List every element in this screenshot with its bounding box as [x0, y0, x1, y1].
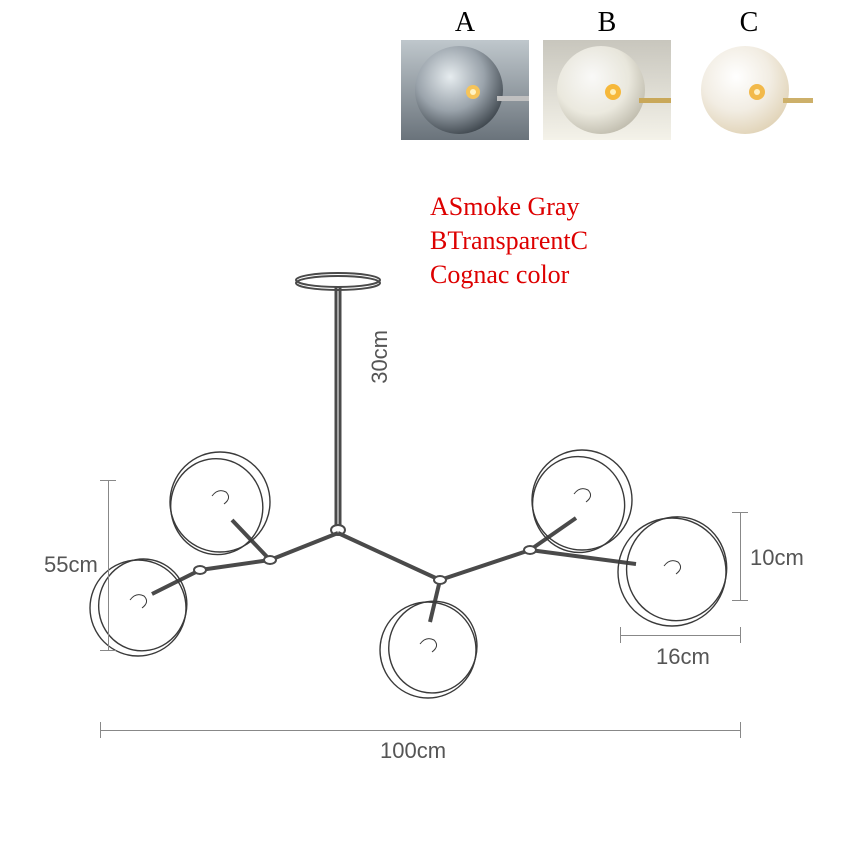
dim-tick	[740, 722, 741, 738]
dim-tick	[100, 722, 101, 738]
dim-tick	[732, 512, 748, 513]
product-diagram-canvas: A	[0, 0, 850, 850]
dim-tick	[100, 480, 116, 481]
dim-tick	[620, 627, 621, 643]
dim-line	[108, 480, 109, 650]
dim-globe-diameter: 10cm	[750, 545, 804, 571]
dim-tick	[732, 600, 748, 601]
globe-icon	[618, 509, 735, 629]
dim-overall-height: 55cm	[44, 552, 98, 578]
dim-line	[740, 512, 741, 600]
globe-icon	[90, 551, 195, 659]
dim-rod-height: 30cm	[367, 330, 393, 384]
dim-line	[620, 635, 740, 636]
chandelier-diagram	[0, 0, 850, 850]
dim-line	[100, 730, 740, 731]
dim-tick	[100, 650, 116, 651]
dim-globe-width: 16cm	[656, 644, 710, 670]
dim-overall-width: 100cm	[380, 738, 446, 764]
dim-tick	[740, 627, 741, 643]
